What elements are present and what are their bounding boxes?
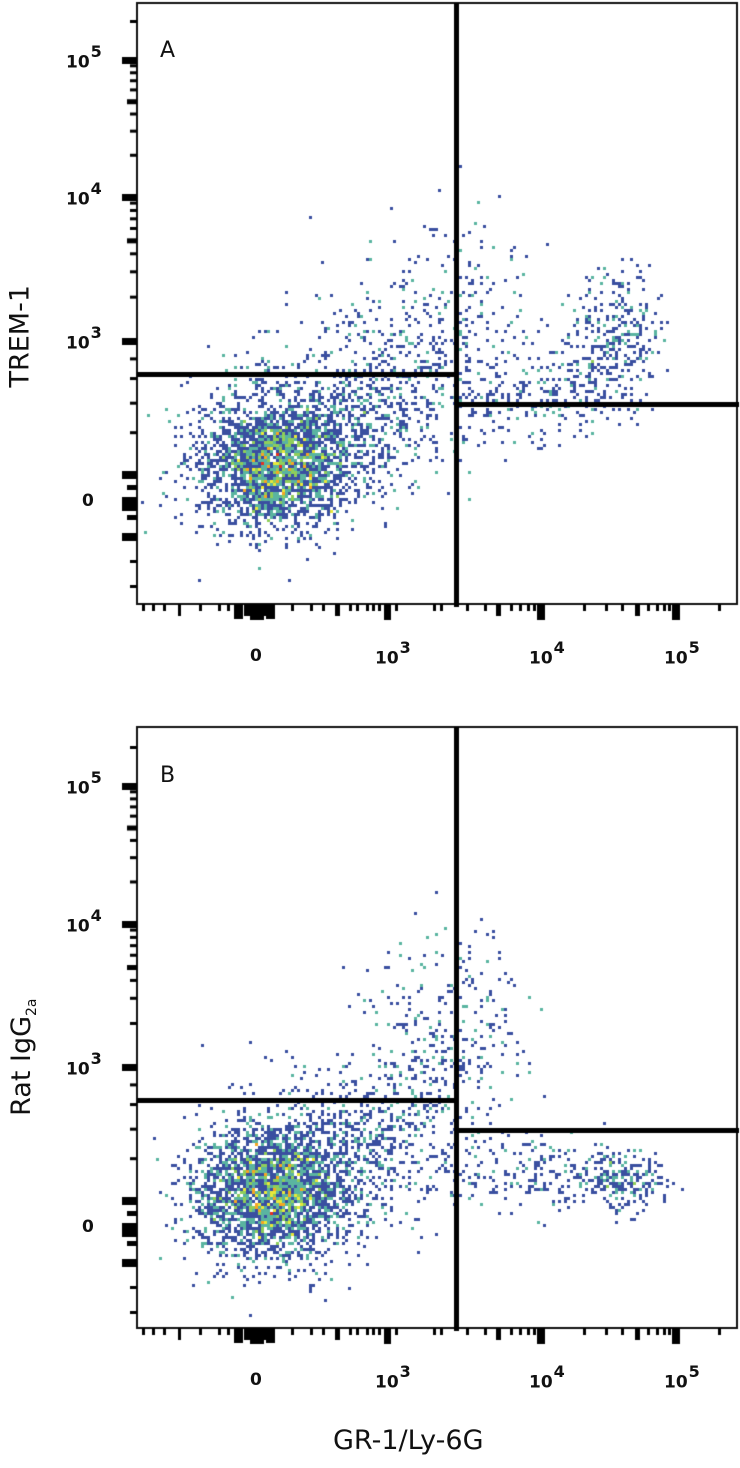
y-tick-label: 105 xyxy=(66,42,102,73)
x-axis-label: GR-1/Ly-6G xyxy=(333,1425,484,1456)
y-tick-label: 103 xyxy=(66,323,102,354)
x-tick-label: 104 xyxy=(529,1362,565,1393)
x-tick-label: 105 xyxy=(664,638,700,669)
x-tick-label: 104 xyxy=(529,638,565,669)
x-tick-label: 0 xyxy=(250,646,262,666)
panel-a-y-axis-label: TREM-1 xyxy=(4,284,36,388)
y-tick-label: 105 xyxy=(66,768,102,799)
y-tick-label: 103 xyxy=(66,1049,102,1080)
panel-a-letter: A xyxy=(160,38,176,63)
x-tick-label: 105 xyxy=(664,1362,700,1393)
y-tick-label: 104 xyxy=(66,906,102,937)
y-tick-label: 104 xyxy=(66,179,102,210)
x-tick-label: 103 xyxy=(375,638,411,669)
panel-a-y-axis-label-text: TREM-1 xyxy=(4,284,36,388)
x-tick-label: 0 xyxy=(250,1370,262,1390)
panel-b-y-axis-label-subscript: 2a xyxy=(24,998,41,1016)
panel-b-y-axis-label-text: Rat IgG xyxy=(5,1015,37,1116)
panel-b-letter: B xyxy=(160,763,176,788)
y-tick-label: 0 xyxy=(82,491,94,511)
x-tick-label: 103 xyxy=(375,1362,411,1393)
y-tick-label: 0 xyxy=(82,1217,94,1237)
panel-b-y-axis-label: Rat IgG2a xyxy=(6,982,40,1132)
